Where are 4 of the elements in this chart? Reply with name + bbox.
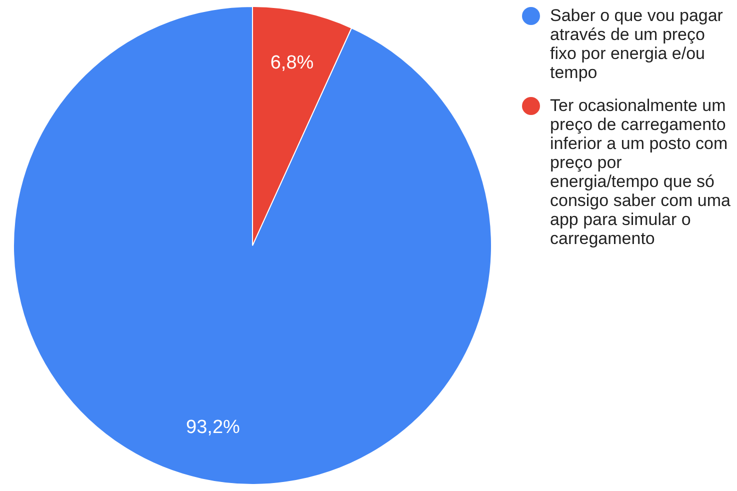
data-label: 93,2% xyxy=(186,416,240,438)
legend-label: Saber o que vou pagar através de um preço fixo por energia e/ou tempo xyxy=(550,6,724,82)
legend-label: Ter ocasionalmente um preço de carregamento inferior a um posto com preço por energia/tempo que só consigo saber com uma app para simular o carregamento xyxy=(550,96,732,248)
data-label: 6,8% xyxy=(270,52,314,74)
